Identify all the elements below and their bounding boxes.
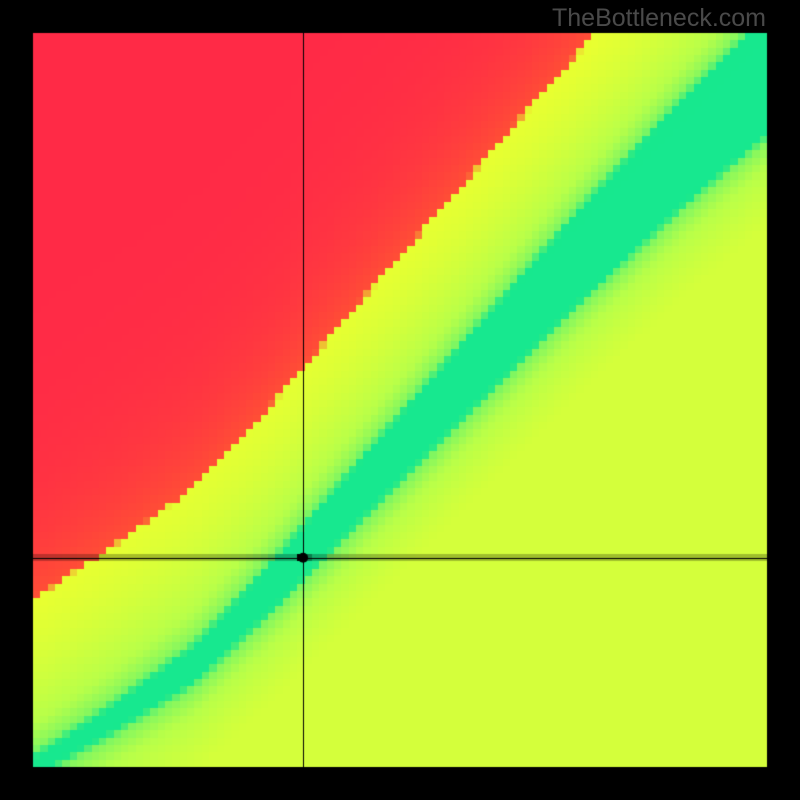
bottleneck-heatmap xyxy=(0,0,800,800)
watermark-text: TheBottleneck.com xyxy=(552,4,766,33)
chart-container: TheBottleneck.com xyxy=(0,0,800,800)
